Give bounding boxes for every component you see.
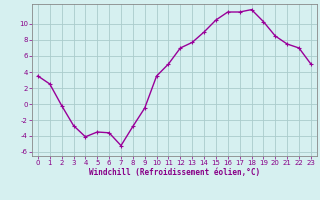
X-axis label: Windchill (Refroidissement éolien,°C): Windchill (Refroidissement éolien,°C)	[89, 168, 260, 177]
